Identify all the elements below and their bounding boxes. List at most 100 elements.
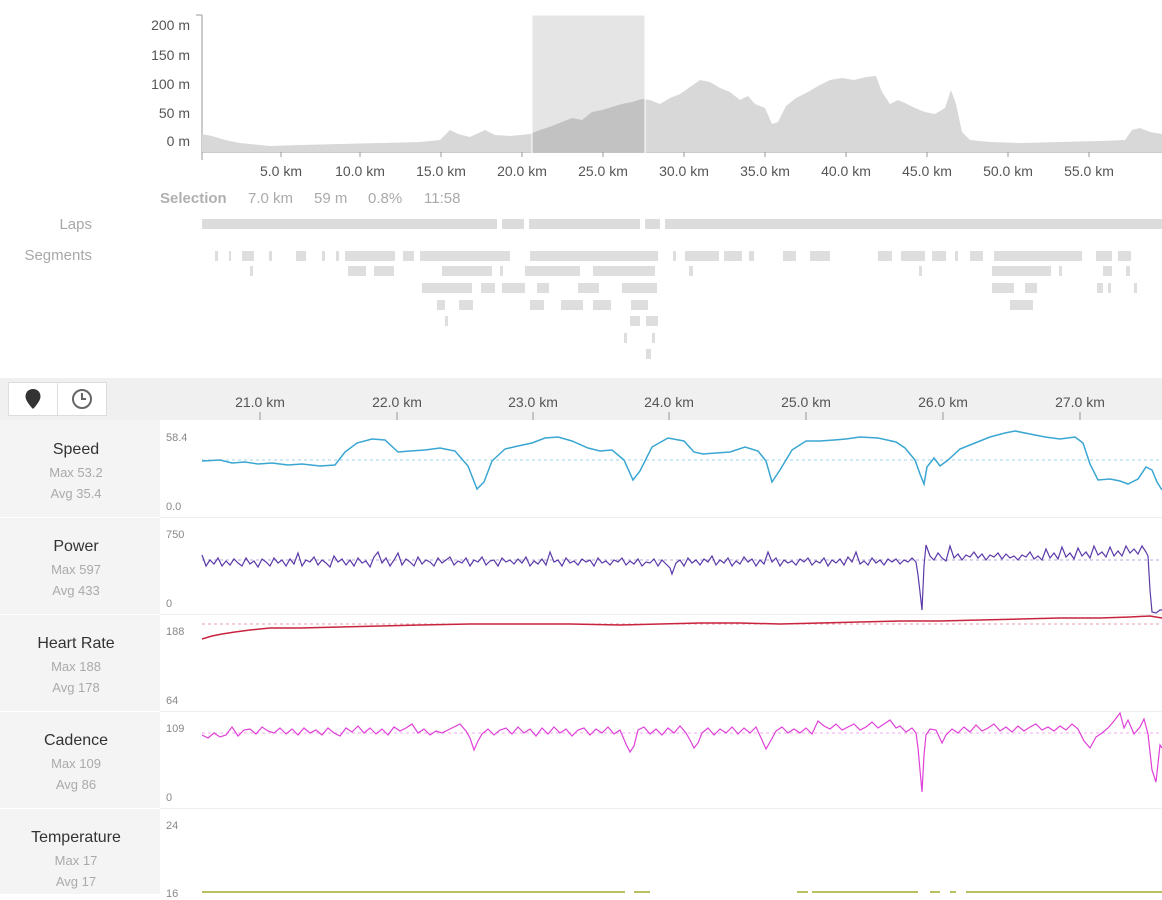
y-tick-0: 0 m: [166, 133, 190, 149]
segment-bar[interactable]: [502, 283, 525, 293]
segment-bar[interactable]: [673, 251, 676, 261]
lap-bar[interactable]: [202, 219, 497, 229]
cadence-title: Cadence: [43, 732, 109, 749]
segment-bar[interactable]: [537, 283, 549, 293]
segment-bar[interactable]: [992, 266, 1051, 276]
speed-line: [201, 430, 1162, 491]
lap-bar[interactable]: [502, 219, 524, 229]
x-tick: 35.0 km: [740, 163, 790, 179]
segment-bar[interactable]: [437, 300, 445, 310]
segment-bar[interactable]: [994, 251, 1082, 261]
x-tick: 10.0 km: [335, 163, 385, 179]
segment-bar[interactable]: [593, 266, 655, 276]
selection-label: Selection: [160, 190, 227, 207]
segment-bar[interactable]: [336, 251, 339, 261]
selection-distance: 7.0 km: [248, 190, 294, 207]
lap-bar[interactable]: [665, 219, 1162, 229]
segment-bar[interactable]: [878, 251, 892, 261]
segment-bar[interactable]: [631, 300, 648, 310]
segment-bar[interactable]: [242, 251, 254, 261]
time-view-button[interactable]: [57, 382, 107, 416]
segment-bar[interactable]: [422, 283, 472, 293]
y-tick-100: 100 m: [151, 76, 190, 92]
detail-x-tick: 27.0 km: [1055, 394, 1105, 410]
segment-bar[interactable]: [652, 333, 655, 343]
segment-bar[interactable]: [229, 251, 231, 261]
segment-bar[interactable]: [689, 266, 693, 276]
segment-bar[interactable]: [215, 251, 218, 261]
segment-bar[interactable]: [561, 300, 583, 310]
detail-x-tick: 26.0 km: [918, 394, 968, 410]
segment-bar[interactable]: [955, 251, 958, 261]
x-tick: 15.0 km: [416, 163, 466, 179]
segment-bar[interactable]: [1025, 283, 1037, 293]
segment-bar[interactable]: [1096, 251, 1112, 261]
segment-bar[interactable]: [593, 300, 611, 310]
segment-bar[interactable]: [932, 251, 946, 261]
heart-rate-avg: Avg 178: [52, 680, 100, 695]
segment-bar[interactable]: [445, 316, 448, 326]
segment-bar[interactable]: [685, 251, 719, 261]
temperature-title: Temperature: [31, 829, 121, 846]
segment-bar[interactable]: [459, 300, 473, 310]
segment-bar[interactable]: [420, 251, 510, 261]
temperature-panel: [0, 809, 160, 894]
segment-bar[interactable]: [374, 266, 394, 276]
segment-bar[interactable]: [530, 300, 544, 310]
segment-bar[interactable]: [1108, 283, 1111, 293]
segment-bar[interactable]: [724, 251, 742, 261]
selection-time: 11:58: [424, 190, 461, 207]
x-tick: 50.0 km: [983, 163, 1033, 179]
segment-bar[interactable]: [622, 283, 657, 293]
segment-bar[interactable]: [646, 316, 658, 326]
segment-bar[interactable]: [970, 251, 983, 261]
detail-x-tick: 22.0 km: [372, 394, 422, 410]
y-tick-150: 150 m: [151, 47, 190, 63]
segment-bar[interactable]: [403, 251, 414, 261]
segment-bar[interactable]: [525, 266, 580, 276]
cadence-avg: Avg 86: [55, 777, 97, 792]
detail-tick-marks: [259, 412, 1081, 420]
segment-bar[interactable]: [810, 251, 830, 261]
segment-bar[interactable]: [1010, 300, 1033, 310]
segment-bar[interactable]: [1097, 283, 1103, 293]
segment-bar[interactable]: [783, 251, 796, 261]
detail-x-tick: 24.0 km: [644, 394, 694, 410]
segment-bar[interactable]: [624, 333, 627, 343]
segment-bar[interactable]: [250, 266, 253, 276]
segments-label: Segments: [24, 247, 92, 264]
segment-bar[interactable]: [646, 349, 651, 359]
segment-bar[interactable]: [345, 251, 395, 261]
segment-bar[interactable]: [992, 283, 1014, 293]
lap-bar[interactable]: [645, 219, 660, 229]
elevation-profile[interactable]: [0, 0, 1162, 165]
segment-bar[interactable]: [481, 283, 495, 293]
segment-bar[interactable]: [1126, 266, 1130, 276]
segment-bar[interactable]: [442, 266, 492, 276]
segment-bar[interactable]: [630, 316, 640, 326]
segment-bar[interactable]: [1103, 266, 1112, 276]
segment-bar[interactable]: [322, 251, 325, 261]
segment-bar[interactable]: [1059, 266, 1062, 276]
segment-bar[interactable]: [578, 283, 599, 293]
power-axis-top: 750: [166, 529, 185, 541]
x-tick: 30.0 km: [659, 163, 709, 179]
power-max: Max 597: [51, 562, 101, 577]
detail-x-tick: 25.0 km: [781, 394, 831, 410]
lap-bar[interactable]: [529, 219, 640, 229]
segment-bar[interactable]: [1118, 251, 1131, 261]
power-title: Power: [53, 538, 99, 555]
segment-bar[interactable]: [530, 251, 658, 261]
segment-bar[interactable]: [749, 251, 754, 261]
segment-bar[interactable]: [348, 266, 366, 276]
segment-bar[interactable]: [296, 251, 306, 261]
segment-bar[interactable]: [1134, 283, 1137, 293]
cadence-axis-top: 109: [166, 723, 185, 735]
segment-bar[interactable]: [269, 251, 272, 261]
segment-bar[interactable]: [919, 266, 922, 276]
map-view-button[interactable]: [8, 382, 58, 416]
selection-elevation: 59 m: [314, 190, 348, 207]
segment-bar[interactable]: [901, 251, 925, 261]
segment-bar[interactable]: [500, 266, 503, 276]
